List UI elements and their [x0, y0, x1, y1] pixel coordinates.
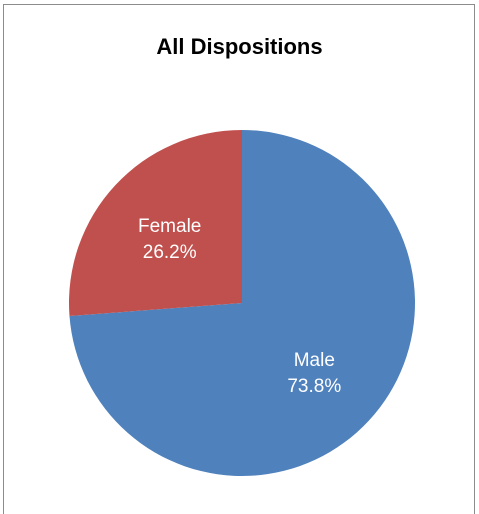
- pie-slices: [68, 130, 415, 477]
- chart-title: All Dispositions: [156, 34, 323, 59]
- slice-label-female: Female: [138, 216, 201, 237]
- pie-slice-female: [68, 130, 242, 317]
- pie-labels: Male 73.8% Female 26.2%: [138, 216, 341, 397]
- slice-value-female: 26.2%: [143, 242, 197, 263]
- pie-slice-male: [69, 130, 415, 477]
- slice-label-male: Male: [294, 350, 335, 371]
- slice-value-male: 73.8%: [287, 376, 341, 397]
